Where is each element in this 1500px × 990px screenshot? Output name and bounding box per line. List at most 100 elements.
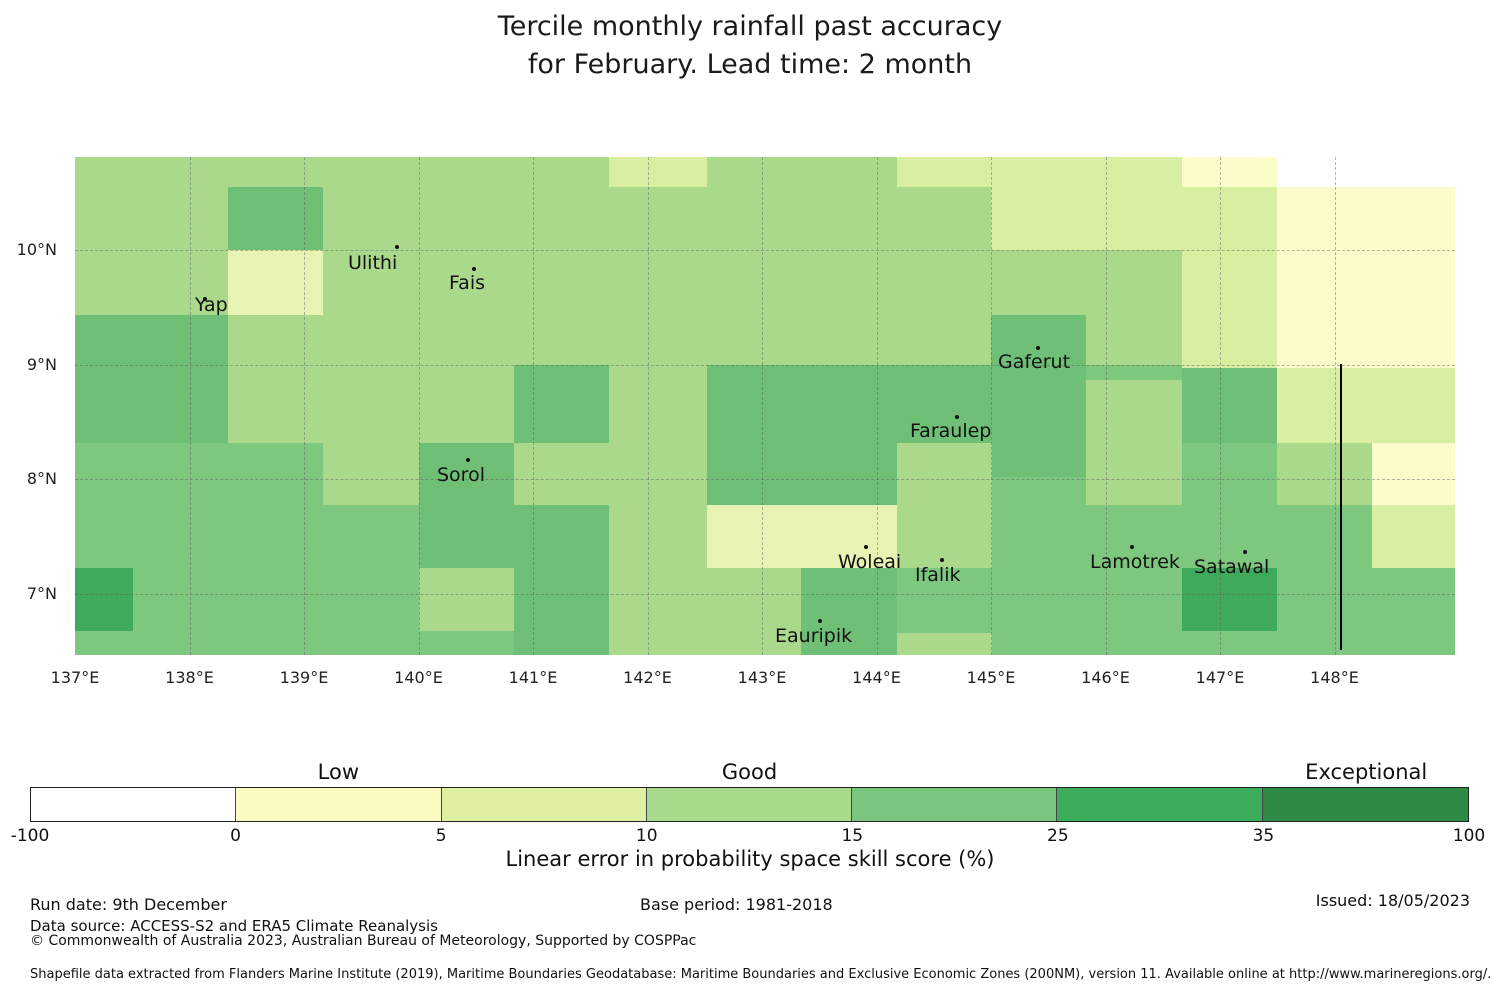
colorbar-band-label: Exceptional — [1305, 760, 1428, 784]
colorbar-segment — [441, 788, 647, 821]
x-tick-label: 146°E — [1081, 668, 1130, 687]
gridline — [647, 157, 649, 655]
title-line-2: for February. Lead time: 2 month — [527, 49, 973, 80]
x-tick-label: 145°E — [966, 668, 1016, 687]
map-cell — [1372, 443, 1455, 505]
map-cell — [707, 568, 801, 655]
x-tick-label: 138°E — [165, 668, 214, 687]
map-cell — [419, 443, 514, 568]
map-cell — [897, 365, 992, 443]
map-cell — [801, 568, 897, 655]
page-title: Tercile monthly rainfall past accuracy f… — [0, 8, 1500, 84]
y-tick-label: 10°N — [16, 240, 57, 259]
maritime-boundary-line — [1340, 364, 1342, 650]
x-tick-label: 137°E — [50, 668, 100, 687]
map-cell — [1182, 568, 1277, 631]
island-dot-sorol — [466, 458, 470, 462]
x-tick-label: 142°E — [623, 668, 672, 687]
map-cell — [228, 187, 323, 250]
map-cell — [991, 315, 1086, 477]
gridline — [75, 479, 1455, 480]
map-cell — [1086, 380, 1182, 505]
colorbar-tick-label: 25 — [1047, 826, 1069, 846]
map-cell — [1372, 505, 1455, 568]
island-label-fais: Fais — [449, 272, 486, 294]
map-cell — [419, 365, 514, 443]
island-label-sorol: Sorol — [437, 464, 485, 486]
map-cell — [707, 505, 897, 568]
colorbar-tick-label: 100 — [1452, 826, 1486, 846]
colorbar — [30, 787, 1469, 822]
gridline — [1220, 157, 1221, 655]
colorbar-segment — [852, 788, 1058, 821]
colorbar-segment — [31, 788, 237, 821]
base-period-text: Base period: 1981-2018 — [640, 895, 833, 914]
gridline — [1334, 157, 1336, 655]
x-tick-label: 143°E — [737, 668, 787, 687]
map-cell — [1182, 157, 1277, 187]
shapefile-attribution-text: Shapefile data extracted from Flanders M… — [30, 967, 1492, 982]
island-dot-fais — [472, 267, 476, 271]
x-tick-label: 140°E — [394, 668, 443, 687]
map-cell — [323, 365, 419, 505]
map-cell — [897, 443, 992, 568]
island-dot-eauripik — [818, 619, 822, 623]
copyright-text: © Commonwealth of Australia 2023, Austra… — [30, 933, 697, 949]
gridline — [75, 593, 1455, 595]
colorbar-tick-label: -100 — [10, 826, 50, 846]
map-cell — [228, 250, 323, 315]
data-source-text: Data source: ACCESS-S2 and ERA5 Climate … — [30, 917, 438, 935]
colorbar-band-label: Good — [721, 760, 778, 784]
island-label-yap: Yap — [195, 294, 228, 316]
colorbar-segment — [236, 788, 442, 821]
run-date-text: Run date: 9th December — [30, 895, 227, 914]
island-label-ifalik: Ifalik — [915, 564, 961, 586]
gridline — [876, 157, 878, 655]
map-cell — [1182, 368, 1277, 443]
island-label-satawal: Satawal — [1194, 556, 1270, 578]
island-dot-ulithi — [395, 245, 399, 249]
colorbar-segment — [1057, 788, 1263, 821]
map-cell — [228, 365, 323, 443]
map-cell — [1277, 157, 1455, 187]
map-cell — [75, 568, 133, 631]
map-cell — [707, 365, 897, 505]
map-cell — [1277, 443, 1372, 505]
island-dot-yap — [203, 297, 207, 301]
y-tick-label: 7°N — [26, 583, 57, 603]
map-cell — [514, 443, 609, 505]
island-dot-gaferut — [1036, 346, 1040, 350]
gridline — [1105, 157, 1107, 655]
gridline — [418, 157, 420, 655]
title-line-1: Tercile monthly rainfall past accuracy — [497, 11, 1003, 42]
island-dot-lamotrek — [1130, 545, 1134, 549]
map-cell — [1277, 368, 1455, 443]
x-tick-label: 144°E — [852, 668, 901, 687]
colorbar-segment — [646, 788, 853, 821]
gridline — [762, 157, 763, 655]
map-area: Yap Ulithi Fais Sorol Gaferut Faraulep Woleai I… — [75, 157, 1455, 655]
island-dot-ifalik — [940, 558, 944, 562]
gridline — [75, 364, 1455, 366]
y-tick-label: 9°N — [26, 354, 57, 374]
x-tick-label: 148°E — [1310, 668, 1359, 687]
map-cell — [609, 365, 707, 655]
y-tick-label: 8°N — [26, 469, 57, 488]
gridline — [991, 157, 992, 655]
island-label-eauripik: Eauripik — [775, 625, 853, 647]
x-tick-label: 141°E — [508, 668, 558, 687]
map-cell — [991, 157, 1182, 250]
colorbar-tick-label: 0 — [230, 826, 241, 846]
map-cell — [897, 633, 992, 655]
issued-date-text: Issued: 18/05/2023 — [1315, 891, 1470, 910]
gridline — [304, 157, 305, 655]
colorbar-title: Linear error in probability space skill … — [505, 847, 995, 871]
colorbar-tick-label: 15 — [841, 826, 864, 846]
island-dot-satawal — [1243, 550, 1247, 554]
map-cell — [897, 157, 992, 187]
map-cell — [514, 505, 609, 655]
map-cell — [514, 365, 609, 443]
map-cell — [609, 157, 707, 187]
colorbar-tick-label: 35 — [1252, 826, 1275, 846]
